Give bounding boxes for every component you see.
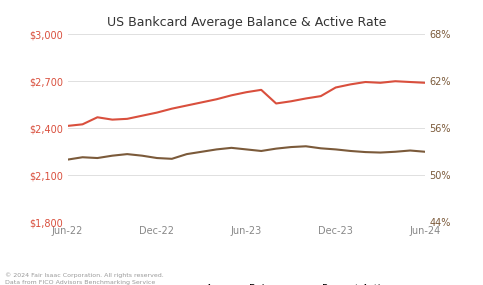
- Legend: Average Balance, Percent Active: Average Balance, Percent Active: [183, 280, 396, 285]
- Text: © 2024 Fair Isaac Corporation. All rights reserved.
Data from FICO Advisors Benc: © 2024 Fair Isaac Corporation. All right…: [5, 273, 164, 285]
- Title: US Bankcard Average Balance & Active Rate: US Bankcard Average Balance & Active Rat…: [107, 16, 386, 29]
